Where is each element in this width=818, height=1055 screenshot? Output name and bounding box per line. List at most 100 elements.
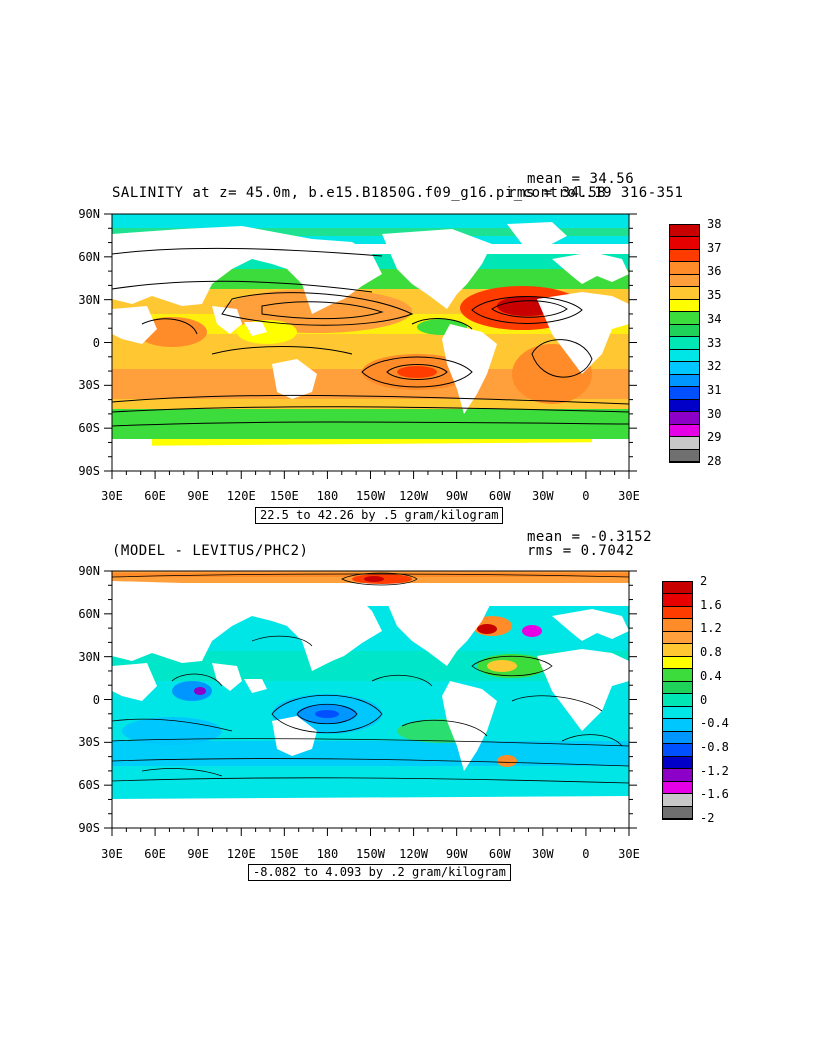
colorbar-swatch [663,719,692,732]
top-mean-label: mean = 34.56 [527,171,635,187]
colorbar-swatch [663,582,692,595]
colorbar-swatch [670,249,699,263]
colorbar-label: 0.4 [700,668,722,683]
x-tick-label: 0 [582,847,590,861]
colorbar-label: 38 [707,217,722,231]
y-tick-label: 30S [78,735,100,750]
x-tick-label: 0 [582,489,590,503]
y-tick-label: 30S [78,378,100,393]
x-tick-label: 120W [399,489,429,503]
colorbar-swatch [670,274,699,288]
colorbar-swatch [663,594,692,607]
colorbar-swatch [663,656,692,670]
y-tick-label: 60S [78,778,100,793]
bottom-y-axis-labels: 90N 60N 30N 0 30S 60S 90S [60,565,108,834]
colorbar-swatch [670,387,699,400]
colorbar-label: 29 [707,430,722,445]
colorbar-swatch [663,769,692,782]
colorbar-label: 32 [707,359,722,374]
colorbar-swatch [670,449,699,462]
colorbar-swatch [663,619,692,632]
top-title: SALINITY at z= 45.0m, b.e15.B1850G.f09_g… [112,185,684,201]
colorbar-swatch [663,681,692,695]
y-tick-label: 0 [92,692,100,707]
colorbar-swatch [670,225,699,238]
x-tick-label: 90E [187,489,209,503]
x-tick-label: 120E [226,489,256,503]
colorbar-label: 37 [707,240,722,255]
bottom-x-axis-labels: 30E 60E 90E 120E 150E 180 150W 120W 90W 60W 30W 0 30… [101,847,640,862]
bottom-colorbar [662,581,693,820]
colorbar-label: -1.2 [700,763,729,778]
colorbar-label: 28 [707,454,722,468]
colorbar-swatch [670,312,699,325]
y-tick-label: 30N [78,292,100,307]
top-salinity-map [111,213,630,472]
colorbar-label: -1.6 [700,787,729,802]
y-tick-label: 90N [78,564,100,578]
colorbar-label: 2 [700,574,708,588]
x-tick-label: 180 [316,489,339,503]
colorbar-swatch [663,731,692,745]
x-tick-label: 30W [531,489,554,503]
colorbar-swatch [663,669,692,682]
bottom-mean-label: mean = -0.3152 [527,529,653,545]
y-tick-label: 90N [78,207,100,221]
top-rms-label: rms = 34.58 [508,185,607,201]
top-colorbar [669,224,700,463]
colorbar-label: -2 [700,811,715,825]
colorbar-label: 1.6 [700,597,722,612]
colorbar-swatch [663,756,692,770]
colorbar-swatch [663,694,692,707]
x-tick-label: 60E [144,489,166,503]
colorbar-swatch [670,362,699,375]
x-tick-label: 150W [356,847,385,861]
colorbar-label: -0.8 [700,739,729,754]
colorbar-swatch [670,424,699,438]
colorbar-swatch [663,806,692,819]
colorbar-swatch [663,744,692,757]
colorbar-label: 33 [707,335,722,350]
colorbar-swatch [670,399,699,413]
x-tick-label: 90W [445,847,468,861]
colorbar-label: 0 [700,692,708,707]
colorbar-label: 30 [707,406,722,421]
colorbar-label: 36 [707,264,722,279]
top-x-axis-labels: 30E 60E 90E 120E 150E 180 150W 120W 90W 60W 30W 0 30… [101,489,640,504]
y-tick-label: 0 [92,335,100,350]
y-tick-label: 90S [78,464,100,478]
colorbar-swatch [670,262,699,275]
x-tick-label: 150E [269,847,299,861]
x-tick-label: 120W [399,847,429,861]
top-y-axis-labels: 90N 60N 30N 0 30S 60S 90S [60,208,108,477]
colorbar-swatch [670,374,699,388]
x-tick-label: 30E [101,489,123,503]
colorbar-swatch [663,781,692,795]
x-tick-label: 120E [226,847,256,861]
bottom-colorbar-labels: 2 1.6 1.2 0.8 0.4 0 -0.4 -0.8 -1.2 -1.6 -2 [700,575,760,824]
x-tick-label: 90W [445,489,468,503]
x-tick-label: 180 [316,847,339,861]
colorbar-swatch [670,287,699,300]
x-tick-label: 150E [269,489,299,503]
colorbar-label: -0.4 [700,716,729,731]
x-tick-label: 30W [531,847,554,861]
colorbar-swatch [670,412,699,425]
colorbar-swatch [663,644,692,657]
top-axis-ticks [104,213,637,479]
x-tick-label: 90E [187,847,209,861]
y-tick-label: 60N [78,249,100,264]
bottom-axis-ticks [104,570,637,836]
colorbar-label: 31 [707,382,722,397]
x-tick-label: 60E [144,847,166,861]
y-tick-label: 60S [78,421,100,436]
colorbar-swatch [663,706,692,720]
x-tick-label: 150W [356,489,385,503]
x-tick-label: 60W [488,489,511,503]
colorbar-swatch [670,349,699,363]
y-tick-label: 60N [78,606,100,621]
colorbar-swatch [670,337,699,350]
colorbar-swatch [670,299,699,313]
colorbar-label: 0.8 [700,645,722,660]
x-tick-label: 30E [101,847,123,861]
